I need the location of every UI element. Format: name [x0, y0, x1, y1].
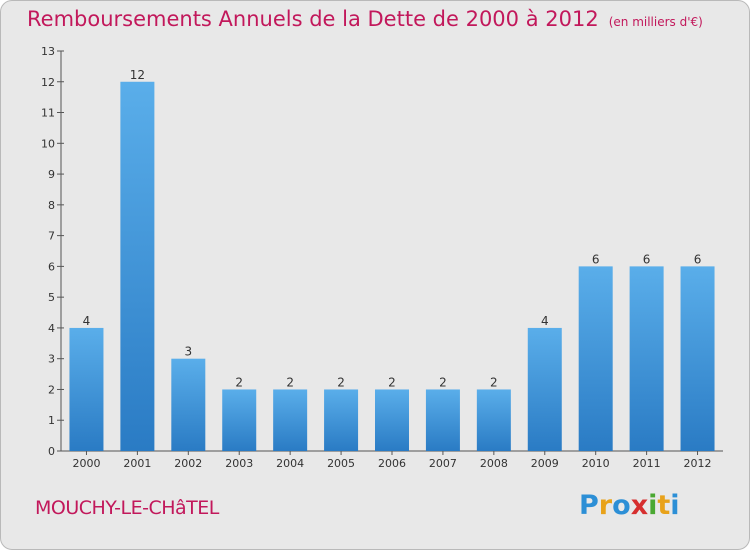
x-tick-label: 2003: [225, 457, 253, 470]
x-tick-label: 2012: [684, 457, 712, 470]
bar: [324, 389, 359, 451]
x-tick-label: 2005: [327, 457, 355, 470]
bar-value-label: 6: [592, 252, 600, 266]
y-tick-label: 3: [48, 353, 55, 366]
x-tick-label: 2006: [378, 457, 406, 470]
x-tick-label: 2001: [123, 457, 151, 470]
bar: [120, 81, 155, 452]
x-tick-label: 2007: [429, 457, 457, 470]
bar-value-label: 2: [490, 375, 498, 389]
y-tick-label: 7: [48, 230, 55, 243]
bar: [222, 389, 257, 451]
bar: [171, 358, 206, 451]
chart-subtitle: (en milliers d'€): [608, 15, 703, 29]
bar: [69, 327, 104, 451]
logo-letter: o: [612, 490, 631, 521]
x-tick-label: 2009: [531, 457, 559, 470]
logo-letter: i: [670, 490, 680, 521]
y-tick-label: 6: [48, 260, 55, 273]
y-tick-label: 8: [48, 199, 55, 212]
value-labels: 4 12 3 2 2 2 2 2 2 4 6 6 6: [83, 68, 702, 390]
bar: [578, 266, 613, 451]
bars: [69, 81, 715, 452]
x-tick-label: 2010: [582, 457, 610, 470]
y-tick-label: 11: [41, 107, 55, 120]
chart-title: Remboursements Annuels de la Dette de 20…: [27, 7, 599, 31]
logo-letter: i: [648, 490, 658, 521]
x-tick-label: 2008: [480, 457, 508, 470]
bar: [425, 389, 460, 451]
logo-letter: P: [579, 490, 599, 521]
bar-value-label: 2: [439, 375, 447, 389]
x-tick-label: 2000: [72, 457, 100, 470]
x-tick-label: 2002: [174, 457, 202, 470]
bar: [375, 389, 409, 451]
x-tick-label: 2011: [633, 457, 661, 470]
bar-value-label: 2: [388, 375, 396, 389]
logo-letter: r: [598, 490, 613, 521]
proxiti-logo: Proxiti: [579, 490, 680, 521]
bar-value-label: 6: [643, 252, 651, 266]
bar-value-label: 2: [286, 375, 294, 389]
chart-title-block: Remboursements Annuels de la Dette de 20…: [27, 7, 703, 31]
bar: [680, 266, 715, 451]
bar-value-label: 4: [541, 314, 549, 328]
bar-value-label: 12: [130, 68, 145, 82]
y-tick-label: 0: [48, 445, 55, 458]
y-tick-label: 12: [41, 76, 55, 89]
logo-letter: t: [657, 490, 671, 521]
bar-value-label: 6: [694, 252, 702, 266]
bar-value-label: 2: [337, 375, 345, 389]
bar: [527, 327, 562, 451]
bar: [273, 389, 308, 451]
y-tick-label: 5: [48, 291, 55, 304]
bar: [476, 389, 511, 451]
logo-letter: x: [630, 490, 649, 521]
x-tick-label: 2004: [276, 457, 304, 470]
y-tick-label: 1: [48, 414, 55, 427]
y-tick-label: 13: [41, 45, 55, 58]
bar-value-label: 3: [184, 345, 192, 359]
bar-value-label: 4: [83, 314, 91, 328]
y-tick-label: 4: [48, 322, 55, 335]
y-tick-label: 9: [48, 168, 55, 181]
y-tick-label: 2: [48, 383, 55, 396]
commune-name: MOUCHY-LE-CHâTEL: [35, 497, 219, 519]
bar-value-label: 2: [235, 375, 243, 389]
y-tick-label: 10: [41, 137, 55, 150]
bar: [629, 266, 664, 451]
